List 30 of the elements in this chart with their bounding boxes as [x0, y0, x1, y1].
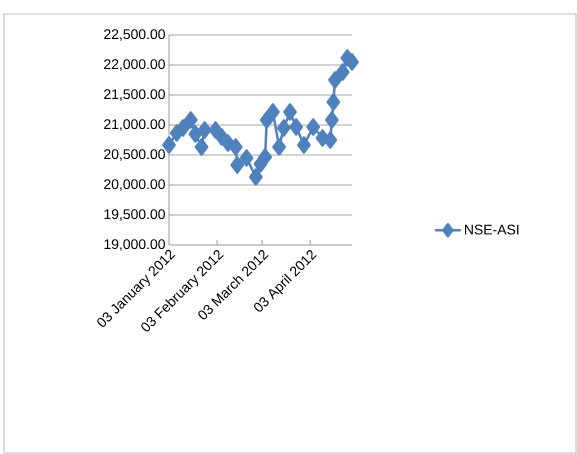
- point: [297, 136, 311, 154]
- point: [188, 125, 202, 143]
- point: [228, 138, 243, 156]
- y-tick-label: 20,000.00: [104, 179, 165, 191]
- point: [194, 138, 208, 156]
- point: [289, 118, 304, 136]
- point: [336, 63, 350, 81]
- y-tick-label: 20,500.00: [104, 149, 165, 161]
- point: [230, 156, 244, 174]
- y-tick-label: 22,500.00: [104, 29, 165, 41]
- legend-label: NSE-ASI: [465, 224, 518, 235]
- point: [306, 118, 320, 136]
- y-tick-label: 19,500.00: [104, 209, 165, 221]
- point: [240, 149, 254, 167]
- y-tick-label: 21,000.00: [104, 119, 165, 131]
- point: [248, 168, 263, 186]
- point: [266, 103, 280, 121]
- point: [184, 111, 198, 129]
- point: [326, 93, 340, 111]
- point: [272, 138, 286, 156]
- point: [324, 111, 339, 129]
- y-tick-label: 21,500.00: [104, 89, 165, 101]
- point: [258, 148, 272, 166]
- point: [176, 119, 190, 137]
- point: [198, 121, 212, 139]
- y-tick-label: 19,000.00: [104, 239, 165, 251]
- point: [328, 71, 342, 89]
- y-tick-label: 22,000.00: [104, 59, 165, 71]
- point: [283, 103, 297, 121]
- point: [276, 119, 291, 137]
